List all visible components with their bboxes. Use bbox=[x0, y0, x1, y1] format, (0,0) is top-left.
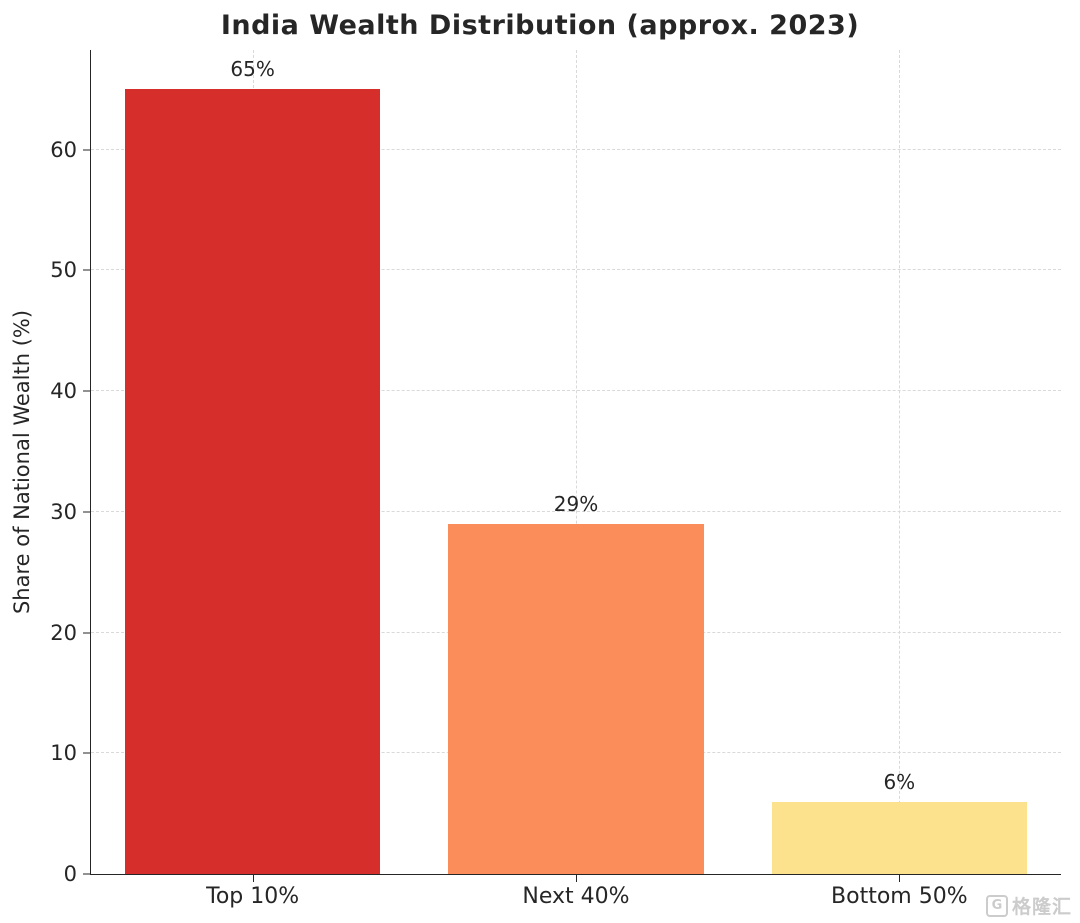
y-tick-label: 60 bbox=[50, 137, 77, 162]
bar-next-40- bbox=[448, 523, 704, 874]
y-tick-label: 30 bbox=[50, 499, 77, 524]
v-gridline bbox=[899, 50, 901, 874]
x-tick-mark bbox=[252, 874, 254, 882]
y-tick-label: 50 bbox=[50, 258, 77, 283]
bar-top-10- bbox=[124, 89, 381, 874]
x-tick-label: Next 40% bbox=[522, 884, 630, 909]
y-tick-mark bbox=[83, 149, 91, 151]
y-tick-mark bbox=[83, 390, 91, 392]
x-tick-mark bbox=[576, 874, 577, 882]
y-tick-label: 40 bbox=[50, 379, 77, 404]
x-tick-mark bbox=[899, 874, 901, 882]
watermark: G 格隆汇 bbox=[985, 892, 1072, 919]
watermark-logo-icon: G bbox=[985, 894, 1008, 917]
chart-title: India Wealth Distribution (approx. 2023) bbox=[220, 10, 860, 41]
y-tick-mark bbox=[83, 873, 91, 875]
y-tick-mark bbox=[83, 632, 91, 634]
x-tick-label: Top 10% bbox=[206, 884, 300, 909]
bar-value-label: 29% bbox=[553, 491, 599, 516]
y-tick-label: 20 bbox=[50, 620, 77, 645]
y-tick-mark bbox=[83, 269, 91, 271]
y-axis-label: Share of National Wealth (%) bbox=[10, 309, 34, 615]
bar-value-label: 6% bbox=[883, 769, 916, 794]
plot-area: 0 10 20 30 40 50 60 65% Top 10% 29% Next 40% 6% Bott… bbox=[50, 50, 1061, 909]
y-tick-mark bbox=[83, 752, 91, 754]
x-tick-label: Bottom 50% bbox=[831, 884, 968, 909]
v-gridline bbox=[576, 50, 577, 874]
y-tick-mark bbox=[83, 511, 91, 513]
bar-value-label: 65% bbox=[230, 57, 275, 82]
watermark-text: 格隆汇 bbox=[1011, 896, 1072, 918]
y-tick-label: 10 bbox=[50, 741, 77, 766]
bar-bottom-50- bbox=[771, 801, 1028, 874]
y-tick-label: 0 bbox=[63, 862, 77, 886]
